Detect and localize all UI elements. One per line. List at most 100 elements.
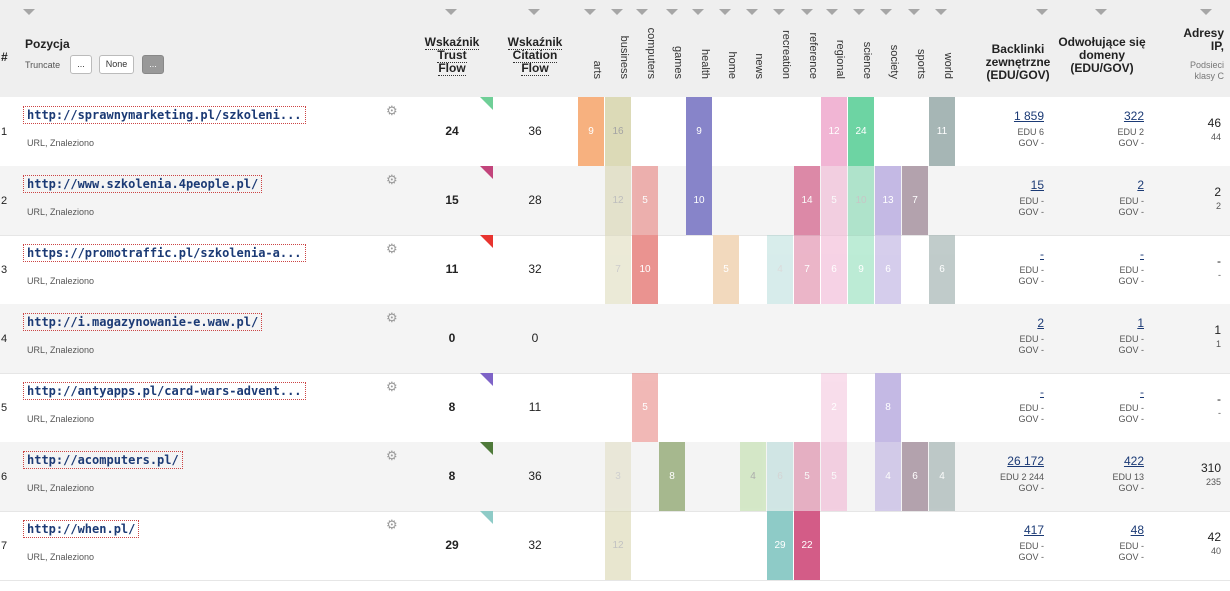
- referring-domains-count[interactable]: 48: [1130, 523, 1144, 537]
- topic-cell-sports[interactable]: 7: [902, 166, 928, 235]
- backlinks-count[interactable]: 1 859: [1013, 109, 1044, 123]
- gear-icon[interactable]: ⚙: [386, 310, 398, 325]
- backlinks-count[interactable]: 2: [1037, 316, 1044, 330]
- topic-header-arts[interactable]: arts: [591, 60, 603, 79]
- gear-icon[interactable]: ⚙: [386, 379, 398, 394]
- topic-header-health[interactable]: health: [699, 49, 711, 79]
- topic-cell-science[interactable]: 9: [848, 235, 874, 304]
- topic-cell-society[interactable]: 6: [875, 235, 901, 304]
- sort-arrow-icon[interactable]: [692, 9, 704, 15]
- topic-cell-science[interactable]: 24: [848, 97, 874, 166]
- topic-header-news[interactable]: news: [753, 53, 765, 79]
- topic-header-recreation[interactable]: recreation: [780, 30, 792, 79]
- sort-arrow-icon[interactable]: [746, 9, 758, 15]
- sort-arrow-icon[interactable]: [611, 9, 623, 15]
- topic-header-sports[interactable]: sports: [915, 49, 927, 79]
- backlinks-count[interactable]: -: [1040, 385, 1044, 399]
- referring-domains-count[interactable]: 1: [1137, 316, 1144, 330]
- topic-cell-reference[interactable]: 7: [794, 235, 820, 304]
- topic-cell-recreation[interactable]: 4: [767, 235, 793, 304]
- topic-cell-regional[interactable]: 2: [821, 373, 847, 442]
- topic-cell-games[interactable]: 8: [659, 442, 685, 511]
- sort-arrow-icon[interactable]: [853, 9, 865, 15]
- sort-arrow-icon[interactable]: [636, 9, 648, 15]
- referring-domains-count[interactable]: 422: [1123, 454, 1144, 468]
- topic-cell-business[interactable]: 12: [605, 511, 631, 580]
- topic-cell-business[interactable]: 16: [605, 97, 631, 166]
- sort-arrow-icon[interactable]: [719, 9, 731, 15]
- citation-flow-header[interactable]: Wskaźnik Citation Flow: [507, 35, 563, 76]
- topic-cell-health[interactable]: 10: [686, 166, 712, 235]
- backlinks-count[interactable]: 26 172: [1007, 454, 1044, 468]
- referring-domains-count[interactable]: 322: [1123, 109, 1144, 123]
- topic-header-world[interactable]: world: [942, 52, 954, 79]
- gear-icon[interactable]: ⚙: [386, 448, 398, 463]
- topic-cell-reference[interactable]: 14: [794, 166, 820, 235]
- topic-cell-world[interactable]: 4: [929, 442, 955, 511]
- sort-arrow-icon[interactable]: [908, 9, 920, 15]
- topic-cell-regional[interactable]: 12: [821, 97, 847, 166]
- truncate-ellipsis-button[interactable]: ...: [70, 55, 92, 74]
- url-link[interactable]: http://i.magazynowanie-e.waw.pl/: [23, 313, 263, 331]
- topic-cell-business[interactable]: 3: [605, 442, 631, 511]
- gear-icon[interactable]: ⚙: [386, 241, 398, 256]
- topic-header-society[interactable]: society: [888, 44, 900, 79]
- sort-arrow-icon[interactable]: [773, 9, 785, 15]
- sort-arrow-icon[interactable]: [826, 9, 838, 15]
- sort-arrow-icon[interactable]: [1200, 9, 1212, 15]
- topic-cell-society[interactable]: 4: [875, 442, 901, 511]
- topic-cell-recreation[interactable]: 29: [767, 511, 793, 580]
- url-link[interactable]: https://promotraffic.pl/szkolenia-a...: [23, 244, 306, 262]
- truncate-ellipsis-active-button[interactable]: ...: [142, 55, 164, 74]
- ip-addresses-header[interactable]: Adresy IP,: [1183, 26, 1224, 53]
- topic-header-business[interactable]: business: [618, 35, 630, 79]
- topic-cell-regional[interactable]: 5: [821, 442, 847, 511]
- backlinks-count[interactable]: -: [1040, 247, 1044, 261]
- truncate-none-button[interactable]: None: [99, 55, 134, 74]
- sort-arrow-icon[interactable]: [584, 9, 596, 15]
- topic-cell-regional[interactable]: 6: [821, 235, 847, 304]
- sort-arrow-icon[interactable]: [528, 9, 540, 15]
- topic-cell-reference[interactable]: 5: [794, 442, 820, 511]
- topic-header-science[interactable]: science: [861, 41, 873, 79]
- sort-arrow-icon[interactable]: [445, 9, 457, 15]
- topic-header-reference[interactable]: reference: [807, 32, 819, 79]
- referring-domains-count[interactable]: -: [1140, 247, 1144, 261]
- gear-icon[interactable]: ⚙: [386, 517, 398, 532]
- sort-arrow-icon[interactable]: [666, 9, 678, 15]
- backlinks-count[interactable]: 417: [1023, 523, 1044, 537]
- column-position-header[interactable]: Pozycja: [25, 37, 70, 51]
- topic-cell-world[interactable]: 11: [929, 97, 955, 166]
- url-link[interactable]: http://antyapps.pl/card-wars-advent...: [23, 382, 306, 400]
- topic-header-computers[interactable]: computers: [645, 27, 657, 79]
- topic-cell-computers[interactable]: 5: [632, 166, 658, 235]
- topic-cell-business[interactable]: 7: [605, 235, 631, 304]
- sort-arrow-icon[interactable]: [801, 9, 813, 15]
- sort-arrow-icon[interactable]: [880, 9, 892, 15]
- backlinks-count[interactable]: 15: [1030, 178, 1044, 192]
- referring-domains-header[interactable]: Odwołujące się domeny (EDU/GOV): [1058, 35, 1146, 75]
- sort-arrow-icon[interactable]: [23, 9, 35, 15]
- referring-domains-count[interactable]: -: [1140, 385, 1144, 399]
- backlinks-header[interactable]: Backlinki zewnętrzne (EDU/GOV): [985, 42, 1051, 82]
- topic-cell-society[interactable]: 8: [875, 373, 901, 442]
- topic-cell-business[interactable]: 12: [605, 166, 631, 235]
- topic-cell-society[interactable]: 13: [875, 166, 901, 235]
- topic-cell-computers[interactable]: 10: [632, 235, 658, 304]
- topic-cell-science[interactable]: 10: [848, 166, 874, 235]
- topic-cell-news[interactable]: 4: [740, 442, 766, 511]
- topic-cell-arts[interactable]: 9: [578, 97, 604, 166]
- topic-cell-computers[interactable]: 5: [632, 373, 658, 442]
- url-link[interactable]: http://www.szkolenia.4people.pl/: [23, 175, 263, 193]
- topic-cell-home[interactable]: 5: [713, 235, 739, 304]
- topic-header-regional[interactable]: regional: [834, 39, 846, 79]
- topic-cell-reference[interactable]: 22: [794, 511, 820, 580]
- url-link[interactable]: http://when.pl/: [23, 520, 140, 538]
- topic-cell-world[interactable]: 6: [929, 235, 955, 304]
- topic-header-games[interactable]: games: [672, 45, 684, 79]
- topic-cell-health[interactable]: 9: [686, 97, 712, 166]
- referring-domains-count[interactable]: 2: [1137, 178, 1144, 192]
- sort-arrow-icon[interactable]: [935, 9, 947, 15]
- topic-cell-recreation[interactable]: 6: [767, 442, 793, 511]
- topic-cell-regional[interactable]: 5: [821, 166, 847, 235]
